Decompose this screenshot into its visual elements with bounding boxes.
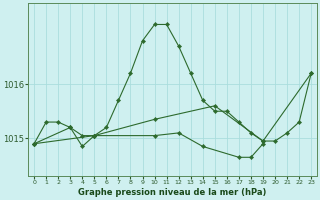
X-axis label: Graphe pression niveau de la mer (hPa): Graphe pression niveau de la mer (hPa): [78, 188, 267, 197]
